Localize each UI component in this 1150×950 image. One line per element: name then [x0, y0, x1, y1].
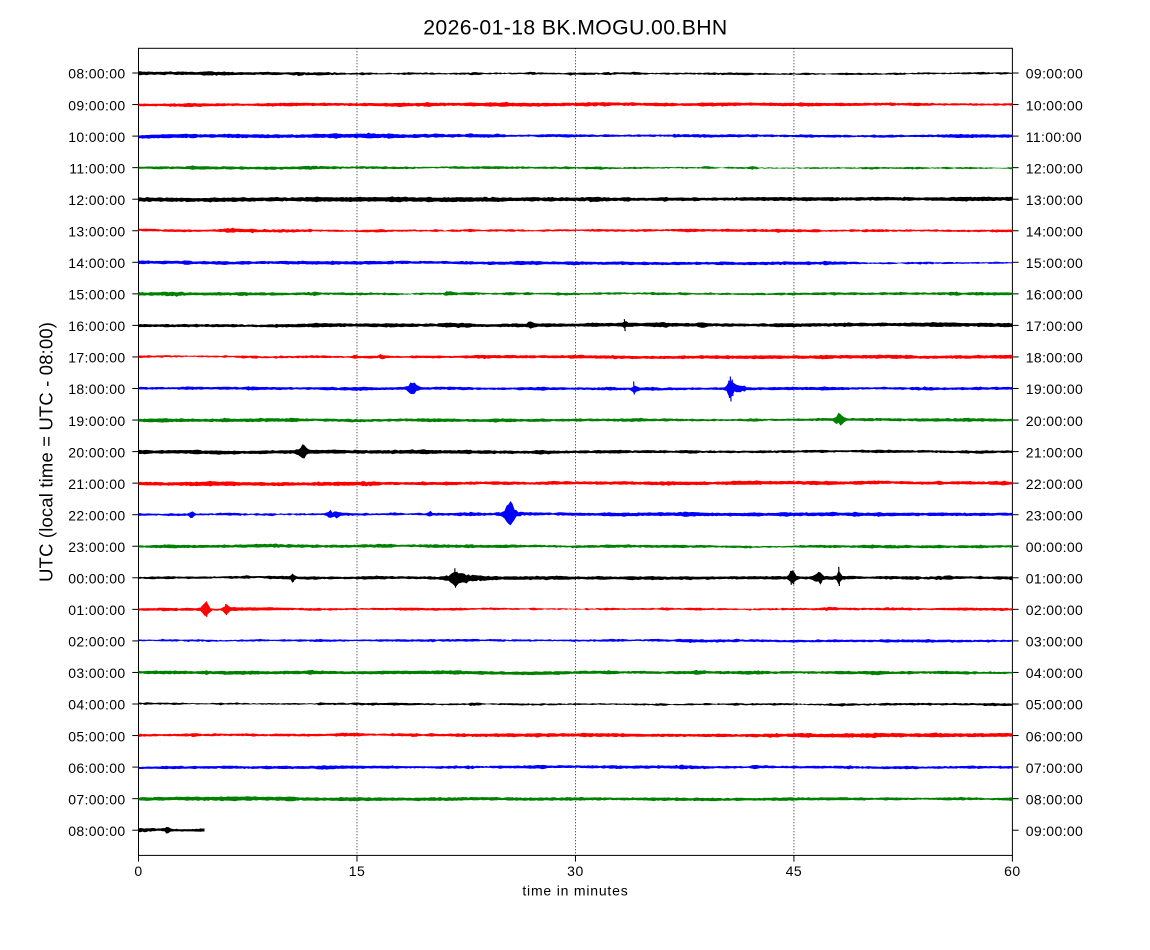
- svg-text:18:00:00: 18:00:00: [1026, 350, 1083, 366]
- svg-text:08:00:00: 08:00:00: [1026, 791, 1083, 807]
- svg-text:07:00:00: 07:00:00: [1026, 760, 1083, 776]
- svg-text:06:00:00: 06:00:00: [68, 760, 125, 776]
- svg-text:02:00:00: 02:00:00: [1026, 602, 1083, 618]
- svg-text:09:00:00: 09:00:00: [1026, 66, 1083, 82]
- svg-text:01:00:00: 01:00:00: [1026, 571, 1083, 587]
- svg-text:23:00:00: 23:00:00: [1026, 507, 1083, 523]
- svg-text:10:00:00: 10:00:00: [68, 129, 125, 145]
- svg-text:21:00:00: 21:00:00: [1026, 444, 1083, 460]
- svg-text:01:00:00: 01:00:00: [68, 602, 125, 618]
- svg-text:11:00:00: 11:00:00: [69, 160, 125, 176]
- svg-text:13:00:00: 13:00:00: [68, 223, 125, 239]
- svg-text:19:00:00: 19:00:00: [1026, 381, 1083, 397]
- svg-text:60: 60: [1004, 863, 1021, 879]
- svg-text:11:00:00: 11:00:00: [1026, 129, 1082, 145]
- svg-text:20:00:00: 20:00:00: [68, 444, 125, 460]
- svg-text:08:00:00: 08:00:00: [68, 823, 125, 839]
- svg-text:09:00:00: 09:00:00: [1026, 823, 1083, 839]
- svg-text:12:00:00: 12:00:00: [1026, 160, 1083, 176]
- svg-text:0: 0: [134, 863, 142, 879]
- svg-text:21:00:00: 21:00:00: [68, 476, 125, 492]
- svg-text:05:00:00: 05:00:00: [1026, 697, 1083, 713]
- svg-text:14:00:00: 14:00:00: [1026, 223, 1083, 239]
- svg-text:06:00:00: 06:00:00: [1026, 728, 1083, 744]
- svg-text:20:00:00: 20:00:00: [1026, 413, 1083, 429]
- svg-text:15: 15: [349, 863, 366, 879]
- svg-text:16:00:00: 16:00:00: [68, 318, 125, 334]
- svg-text:08:00:00: 08:00:00: [68, 66, 125, 82]
- svg-text:17:00:00: 17:00:00: [68, 350, 125, 366]
- svg-text:14:00:00: 14:00:00: [68, 255, 125, 271]
- svg-text:04:00:00: 04:00:00: [1026, 665, 1083, 681]
- svg-text:03:00:00: 03:00:00: [1026, 634, 1083, 650]
- svg-text:UTC (local time = UTC - 08:00): UTC (local time = UTC - 08:00): [36, 322, 57, 582]
- svg-text:07:00:00: 07:00:00: [68, 791, 125, 807]
- svg-text:30: 30: [567, 863, 584, 879]
- svg-text:12:00:00: 12:00:00: [68, 192, 125, 208]
- svg-text:00:00:00: 00:00:00: [68, 571, 125, 587]
- svg-text:time in minutes: time in minutes: [522, 883, 628, 899]
- svg-text:05:00:00: 05:00:00: [68, 728, 125, 744]
- svg-text:19:00:00: 19:00:00: [68, 413, 125, 429]
- svg-text:45: 45: [786, 863, 803, 879]
- svg-text:02:00:00: 02:00:00: [68, 634, 125, 650]
- svg-text:15:00:00: 15:00:00: [68, 287, 125, 303]
- svg-text:13:00:00: 13:00:00: [1026, 192, 1083, 208]
- svg-text:15:00:00: 15:00:00: [1026, 255, 1083, 271]
- svg-text:18:00:00: 18:00:00: [68, 381, 125, 397]
- svg-text:03:00:00: 03:00:00: [68, 665, 125, 681]
- svg-text:17:00:00: 17:00:00: [1026, 318, 1083, 334]
- svg-text:04:00:00: 04:00:00: [68, 697, 125, 713]
- svg-text:22:00:00: 22:00:00: [68, 507, 125, 523]
- svg-text:10:00:00: 10:00:00: [1026, 97, 1083, 113]
- svg-text:00:00:00: 00:00:00: [1026, 539, 1083, 555]
- svg-text:22:00:00: 22:00:00: [1026, 476, 1083, 492]
- svg-text:16:00:00: 16:00:00: [1026, 287, 1083, 303]
- svg-text:2026-01-18 BK.MOGU.00.BHN: 2026-01-18 BK.MOGU.00.BHN: [423, 17, 727, 40]
- svg-text:09:00:00: 09:00:00: [68, 97, 125, 113]
- svg-text:23:00:00: 23:00:00: [68, 539, 125, 555]
